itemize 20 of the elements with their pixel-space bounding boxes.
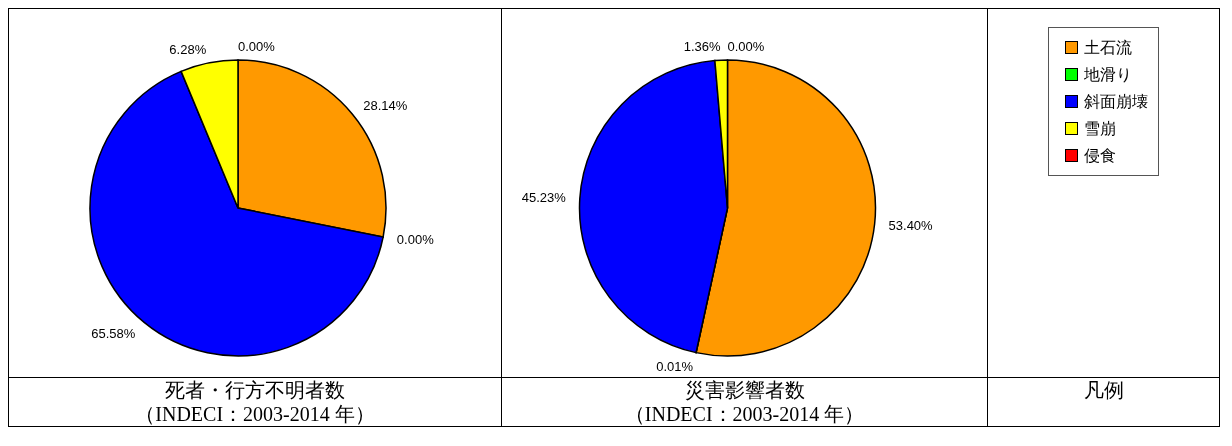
data-label: 45.23%: [521, 190, 567, 206]
text: （INDECI：2003-2014 年）: [623, 402, 866, 426]
data-label: 1.36%: [683, 38, 722, 54]
text: 0.00%: [238, 38, 275, 54]
legend-title: 凡例: [987, 377, 1220, 427]
legend-label: 土石流: [1084, 38, 1132, 58]
data-label: 28.14%: [363, 97, 408, 113]
text: 災害影響者数: [683, 378, 806, 402]
data-label: 0.01%: [656, 358, 694, 374]
legend-label: 侵食: [1084, 146, 1116, 166]
legend-label: 雪崩: [1084, 119, 1116, 139]
data-label: 6.28%: [169, 41, 207, 57]
legend-label: 斜面崩壊: [1084, 92, 1148, 112]
text: （INDECI：2003-2014 年）: [134, 402, 376, 426]
text: 死者・行方不明者数: [164, 378, 346, 402]
data-label: 65.58%: [91, 325, 136, 341]
data-label: 53.40%: [888, 217, 934, 233]
text: 0.00%: [396, 232, 434, 248]
legend-label: 地滑り: [1084, 65, 1132, 85]
text: 0.00%: [727, 38, 765, 54]
